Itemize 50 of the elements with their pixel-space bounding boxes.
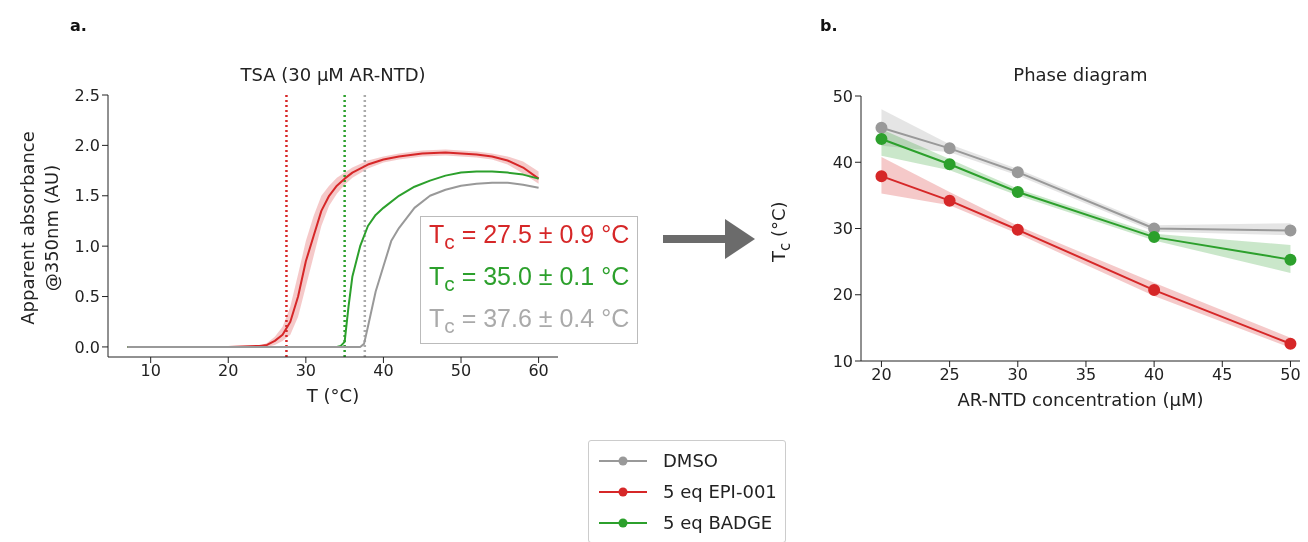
x-tick-label: 50 xyxy=(450,361,472,381)
y-axis-title: Apparent absorbance @350nm (AU) xyxy=(16,130,63,327)
point xyxy=(875,133,888,146)
x-axis-title: T (°C) xyxy=(305,385,361,406)
point xyxy=(943,142,956,155)
x-tick-label: 40 xyxy=(373,361,394,381)
point xyxy=(1011,186,1024,199)
point xyxy=(1284,253,1297,266)
point xyxy=(1284,224,1297,237)
point xyxy=(1011,223,1024,236)
x-tick-label: 30 xyxy=(1007,365,1028,385)
y-tick-label: 0.0 xyxy=(74,337,100,357)
point xyxy=(1148,284,1161,297)
x-tick-label: 60 xyxy=(528,361,549,381)
x-axis-title: AR-NTD concentration (μM) xyxy=(956,389,1205,410)
y-tick-label: 30 xyxy=(832,219,853,239)
point xyxy=(943,158,956,171)
y-tick-label: 40 xyxy=(832,152,853,172)
legend-label: 5 eq BADGE xyxy=(663,512,773,533)
chart-title: TSA (30 μM AR-NTD) xyxy=(239,64,427,85)
point xyxy=(1284,337,1297,350)
y-tick-label: 2.0 xyxy=(74,136,100,156)
annotation: T$_{c}$ = 27.5 ± 0.9 °C xyxy=(429,219,630,255)
chart-title: Phase diagram xyxy=(1012,64,1149,85)
annotation: T$_{c}$ = 35.0 ± 0.1 °C xyxy=(429,261,630,297)
y-tick-label: 1.0 xyxy=(74,236,100,256)
x-tick-label: 20 xyxy=(871,365,892,385)
legend-label: DMSO xyxy=(663,450,718,471)
point xyxy=(1011,166,1024,179)
x-tick-label: 10 xyxy=(140,361,161,381)
point xyxy=(875,121,888,134)
x-tick-label: 35 xyxy=(1075,365,1097,385)
text: b. xyxy=(820,16,838,35)
annotation: T$_{c}$ = 37.6 ± 0.4 °C xyxy=(429,303,630,339)
y-tick-label: 50 xyxy=(832,86,853,106)
y-tick-label: 0.5 xyxy=(74,287,100,307)
y-tick-label: 20 xyxy=(832,285,853,305)
point xyxy=(943,194,956,207)
legend-label: 5 eq EPI-001 xyxy=(663,481,777,502)
x-tick-label: 30 xyxy=(295,361,317,381)
x-tick-label: 40 xyxy=(1143,365,1165,385)
x-tick-label: 25 xyxy=(939,365,960,385)
x-tick-label: 20 xyxy=(218,361,239,381)
point xyxy=(875,170,888,183)
point xyxy=(1148,231,1161,244)
y-tick-label: 1.5 xyxy=(74,186,100,206)
text: a. xyxy=(70,16,87,35)
x-tick-label: 45 xyxy=(1212,365,1233,385)
y-tick-label: 2.5 xyxy=(74,85,100,105)
x-tick-label: 50 xyxy=(1280,365,1301,385)
